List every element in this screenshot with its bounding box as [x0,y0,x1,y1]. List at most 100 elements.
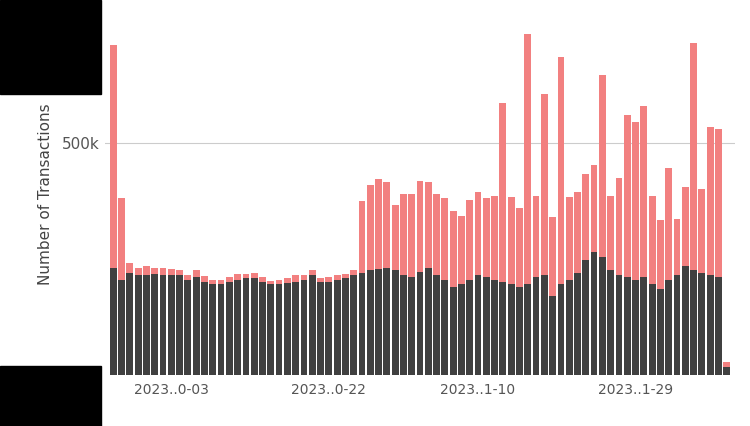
Bar [160,268,166,275]
Bar [549,296,556,375]
Bar [118,280,125,375]
Bar [135,275,142,375]
Bar [317,278,324,282]
Bar [557,57,564,285]
Bar [367,271,374,375]
Bar [259,282,266,375]
Bar [284,283,291,375]
Bar [591,164,598,252]
Bar [193,271,200,277]
Bar [184,280,191,375]
Bar [209,280,216,285]
Bar [508,285,515,375]
Bar [450,211,457,287]
Bar [392,205,398,271]
Bar [616,178,622,275]
Bar [657,289,664,375]
Bar [566,280,572,375]
Bar [358,201,365,273]
Bar [557,285,564,375]
Bar [706,275,713,375]
Bar [201,276,208,282]
Bar [442,280,448,375]
Bar [276,280,283,285]
Bar [458,216,465,285]
Bar [466,200,473,280]
Bar [541,275,548,375]
Bar [408,277,415,375]
Bar [160,275,166,375]
Bar [110,45,117,268]
Bar [234,280,241,375]
Bar [466,280,473,375]
Bar [375,178,382,269]
Bar [367,184,374,271]
Bar [698,189,705,273]
Bar [483,277,490,375]
Bar [599,256,606,375]
Bar [616,275,622,375]
Bar [416,181,424,272]
Bar [549,217,556,296]
Bar [425,182,432,268]
Bar [375,269,382,375]
Bar [176,271,183,275]
Bar [152,268,158,273]
Bar [566,197,572,280]
Bar [317,282,324,375]
Bar [715,129,722,277]
Bar [276,285,283,375]
Bar [508,197,515,285]
Bar [358,273,365,375]
Bar [176,275,183,375]
Bar [168,275,175,375]
Bar [251,278,257,375]
Bar [234,274,241,280]
Bar [682,266,688,375]
Bar [491,196,498,280]
Bar [334,280,340,375]
Bar [632,122,639,280]
Bar [624,277,631,375]
Bar [268,285,274,375]
Bar [268,281,274,285]
Bar [242,273,249,278]
Bar [326,277,332,282]
Bar [433,275,440,375]
Bar [259,277,266,282]
Bar [657,220,664,289]
Bar [326,282,332,375]
Bar [350,271,357,275]
Bar [690,43,697,271]
Bar [217,280,224,285]
Bar [599,75,606,256]
Bar [665,168,672,280]
Bar [608,196,614,271]
Bar [301,275,307,280]
Bar [723,362,730,366]
Bar [292,282,299,375]
Bar [500,104,506,282]
Bar [408,194,415,277]
Bar [226,277,232,282]
Bar [500,282,506,375]
Bar [127,273,134,375]
Bar [532,196,539,277]
Bar [682,187,688,266]
Bar [649,285,656,375]
Bar [292,275,299,282]
Bar [458,285,465,375]
Bar [433,194,440,275]
Bar [690,271,697,375]
Bar [608,271,614,375]
Bar [665,280,672,375]
Bar [152,273,158,375]
Bar [168,270,175,275]
Bar [524,285,531,375]
Bar [723,366,730,375]
Bar [350,275,357,375]
Bar [425,268,432,375]
Y-axis label: Number of Transactions: Number of Transactions [38,103,53,285]
Bar [541,94,548,275]
Bar [143,275,150,375]
